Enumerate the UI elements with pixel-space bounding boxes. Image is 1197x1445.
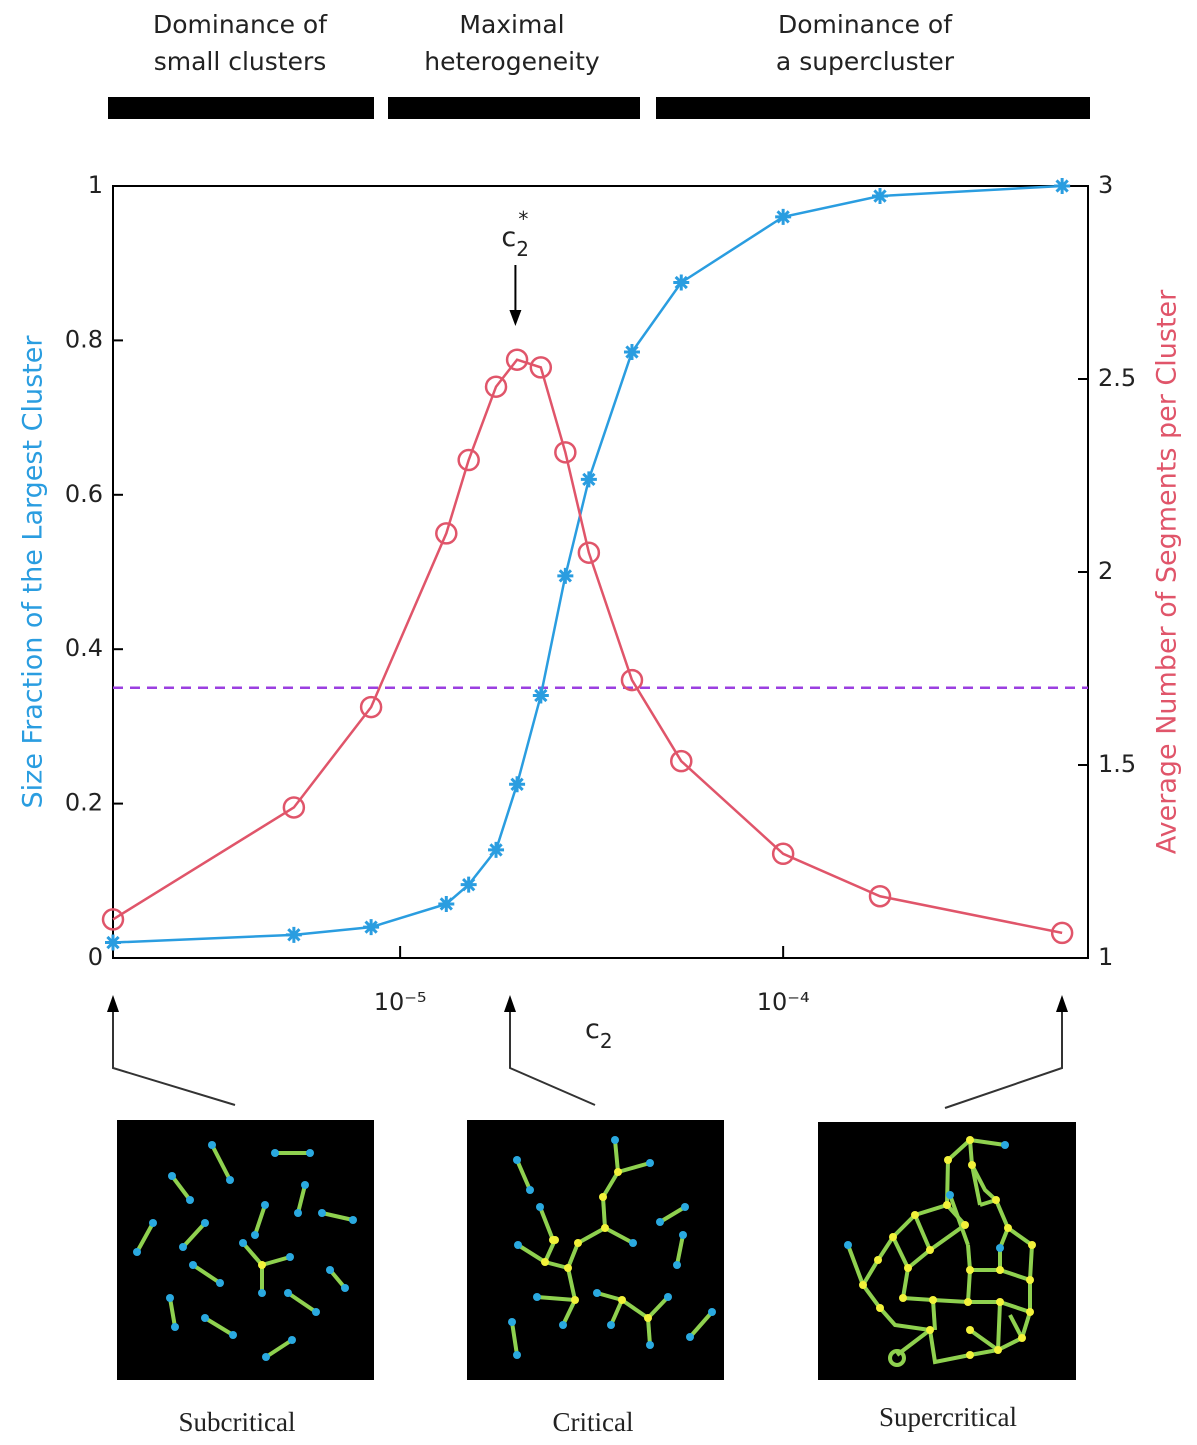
point <box>282 796 306 819</box>
y2-tick-label: 2.5 <box>1098 364 1136 392</box>
annotation-sup: * <box>518 207 528 231</box>
point <box>771 842 795 866</box>
point <box>1050 921 1074 945</box>
point <box>554 441 577 464</box>
point <box>1054 178 1071 194</box>
y-axis-label: Size Fraction of the Largest Cluster <box>18 335 49 809</box>
annotation: c2 * <box>501 207 529 261</box>
regime-bar <box>388 97 640 119</box>
point <box>532 687 549 704</box>
regime-label: Dominance of small clusters <box>153 10 328 76</box>
point <box>623 343 640 360</box>
point <box>580 471 597 488</box>
point <box>435 522 458 545</box>
regime-label: Maximal heterogeneity <box>424 10 600 76</box>
y-tick-label: 0.2 <box>65 789 103 817</box>
point <box>460 876 477 893</box>
point <box>775 208 792 225</box>
x-tick-label: 10⁻⁴ <box>757 988 810 1016</box>
y2-tick-label: 1 <box>1098 943 1113 971</box>
x-axis-label: c2 <box>585 1014 613 1053</box>
panel-pointers <box>112 1008 1063 1109</box>
point <box>868 884 892 908</box>
point <box>285 926 302 943</box>
regime-bar <box>108 97 374 119</box>
panel-label: Supercritical <box>879 1402 1017 1432</box>
regime-bar <box>656 97 1090 119</box>
y-tick-label: 1 <box>88 171 103 199</box>
point <box>457 448 480 472</box>
panel-label: Critical <box>553 1407 634 1437</box>
point <box>670 749 693 773</box>
point <box>620 668 644 692</box>
point <box>509 776 526 793</box>
annotation-base: c <box>501 222 516 253</box>
y2-axis-label: Average Number of Segments per Cluster <box>1152 289 1183 854</box>
point <box>484 375 508 398</box>
regime-label: Dominance of a supercluster <box>776 10 955 76</box>
y2-tick-label: 2 <box>1098 557 1113 585</box>
annotation-sub: 2 <box>516 237 529 261</box>
critical-network <box>467 1120 724 1380</box>
y2-tick-label: 1.5 <box>1098 750 1136 778</box>
point <box>505 348 529 371</box>
annotation-arrowhead <box>509 310 522 326</box>
y-tick-label: 0.6 <box>65 480 103 508</box>
point <box>872 188 889 205</box>
y2-tick-label: 3 <box>1098 171 1113 199</box>
pointer-heads <box>107 995 1068 1012</box>
point <box>488 841 505 858</box>
point <box>359 695 383 719</box>
x-tick-label: 10⁻⁵ <box>374 988 427 1016</box>
point <box>438 895 455 912</box>
y-tick-label: 0.8 <box>65 325 103 353</box>
x-label-sub: 2 <box>600 1029 613 1053</box>
y-tick-label: 0.4 <box>65 634 103 662</box>
plot-frame <box>112 185 1089 959</box>
series-line <box>112 184 1063 944</box>
y-tick-label: 0 <box>88 943 103 971</box>
x-label-base: c <box>585 1014 600 1045</box>
panel-label: Subcritical <box>179 1407 296 1437</box>
point <box>557 567 574 584</box>
supercritical-network <box>818 1122 1076 1380</box>
subcritical-network <box>117 1120 374 1380</box>
point <box>577 541 601 564</box>
point <box>673 274 690 291</box>
point <box>529 356 553 379</box>
series-line <box>112 358 1063 935</box>
point <box>101 908 125 931</box>
point <box>363 919 380 936</box>
point <box>105 934 121 951</box>
